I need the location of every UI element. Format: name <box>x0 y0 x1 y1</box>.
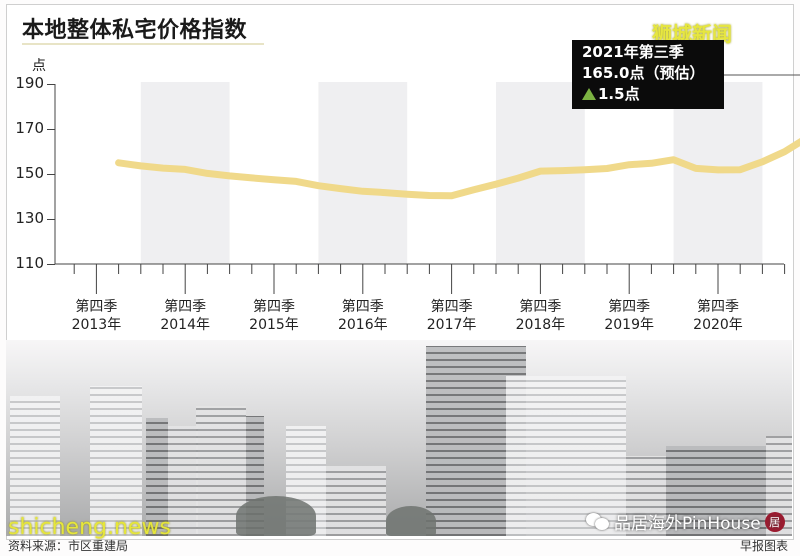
chart-title: 本地整体私宅价格指数 <box>22 18 248 43</box>
shaded-band <box>318 82 408 264</box>
x-tick-label: 第四季 2019年 <box>604 299 654 333</box>
latest-value-callout: 2021年第三季 165.0点（预估） 1.5点 <box>572 40 724 109</box>
building <box>666 446 766 536</box>
chart-credit: 早报图表 <box>739 539 788 553</box>
callout-change-value: 1.5点 <box>598 85 640 103</box>
watermark-bottom-left: shicheng.news <box>8 515 171 540</box>
y-tick-mark <box>47 264 55 265</box>
x-tick-label: 第四季 2017年 <box>426 299 477 333</box>
x-tick-label: 第四季 2015年 <box>249 299 299 333</box>
callout-period: 2021年第三季 <box>582 43 684 61</box>
watermark-bottom-right-text: 品居海外PinHouse <box>614 514 761 534</box>
x-tick-label: 第四季 2020年 <box>693 299 743 333</box>
y-tick-label: 170 <box>15 119 44 137</box>
price-index-line <box>115 138 800 200</box>
y-tick-label: 110 <box>15 254 44 272</box>
x-tick-label: 第四季 2018年 <box>515 299 566 333</box>
title-underline <box>22 43 264 45</box>
y-tick-mark <box>47 174 55 175</box>
tree <box>386 506 436 536</box>
line-chart <box>54 74 800 294</box>
x-tick-label: 第四季 2013年 <box>71 299 122 333</box>
building <box>90 386 142 536</box>
x-axis-ticks <box>73 264 786 294</box>
y-tick-mark <box>47 219 55 220</box>
watermark-bottom-right: 品居海外PinHouse 居 <box>586 509 785 534</box>
building <box>168 426 198 536</box>
wechat-icon <box>586 512 610 531</box>
y-tick-label: 190 <box>15 74 44 92</box>
tree <box>236 496 316 536</box>
building <box>626 456 666 536</box>
x-tick-label: 第四季 2016年 <box>337 299 388 333</box>
building <box>146 418 168 536</box>
y-tick-mark <box>47 84 55 85</box>
up-triangle-icon <box>582 88 596 100</box>
building <box>10 396 60 536</box>
x-tick-label: 第四季 2014年 <box>160 299 210 333</box>
y-tick-label: 150 <box>15 164 44 182</box>
building <box>506 376 626 536</box>
seal-icon: 居 <box>764 511 785 532</box>
y-tick-mark <box>47 129 55 130</box>
callout-leader-line <box>724 74 800 76</box>
callout-change: 1.5点 <box>582 84 724 105</box>
shaded-bands <box>140 82 763 264</box>
building <box>326 466 386 536</box>
source-note: 资料来源：市区重建局 <box>8 539 129 553</box>
callout-value: 165.0点（预估） <box>582 64 705 82</box>
y-tick-label: 130 <box>15 209 44 227</box>
y-axis-unit-label: 点 <box>32 58 46 74</box>
skyline-photo <box>6 340 792 536</box>
